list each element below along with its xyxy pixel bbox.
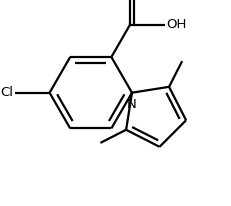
Text: N: N: [127, 98, 137, 111]
Text: OH: OH: [167, 18, 187, 31]
Text: Cl: Cl: [0, 86, 13, 99]
